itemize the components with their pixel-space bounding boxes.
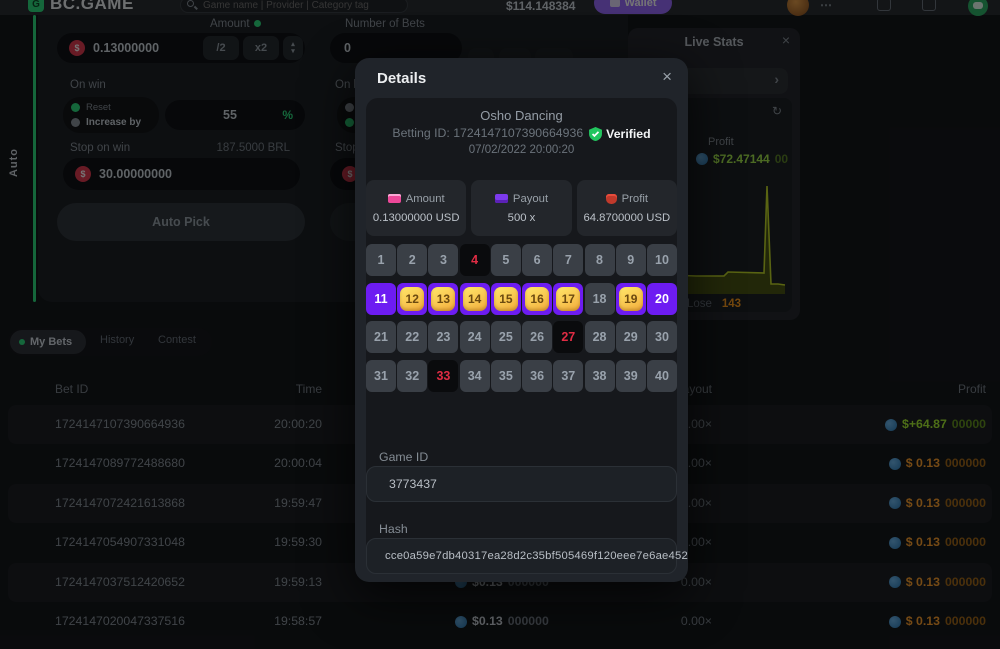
keno-tile-37: 37 <box>553 359 584 392</box>
keno-tile-6: 6 <box>522 244 553 276</box>
keno-tile-35: 35 <box>490 359 521 392</box>
verified-badge: Verified <box>589 126 651 141</box>
hash-label: Hash <box>379 522 408 536</box>
card-icon <box>494 194 508 203</box>
modal-body: Osho Dancing Betting ID: 172414710739066… <box>366 98 688 574</box>
keno-tile-18: 18 <box>584 282 615 315</box>
keno-tile-30: 30 <box>646 321 677 353</box>
keno-tile-28: 28 <box>584 321 615 353</box>
keno-tile-17: 17 <box>553 282 584 315</box>
keno-tile-23: 23 <box>428 321 459 353</box>
stat-amount: Amount 0.13000000 USD <box>366 180 467 236</box>
modal-title: Details <box>377 70 427 87</box>
keno-tile-31: 31 <box>366 359 396 392</box>
keno-grid: 1 2 3 4 5 6 7 8 9 10 11 12 13 14 15 16 17 18 19 20 21 22 23 24 2… <box>366 244 677 392</box>
game-id-label: Game ID <box>379 450 429 464</box>
stat-profit: Profit 64.8700000 USD <box>576 180 677 236</box>
keno-tile-34: 34 <box>459 359 490 392</box>
keno-tile-40: 40 <box>646 359 677 392</box>
keno-tile-14: 14 <box>459 282 490 315</box>
details-modal: Details × Osho Dancing Betting ID: 17241… <box>355 58 688 582</box>
keno-tile-19: 19 <box>615 282 646 315</box>
keno-tile-1: 1 <box>366 244 396 276</box>
stat-payout: Payout 500 x <box>471 180 572 236</box>
keno-tile-7: 7 <box>553 244 584 276</box>
keno-tile-4: 4 <box>459 244 490 276</box>
hash-field[interactable]: cce0a59e7db40317ea28d2c35bf505469f120eee… <box>366 538 688 574</box>
keno-tile-21: 21 <box>366 321 396 353</box>
keno-tile-24: 24 <box>459 321 490 353</box>
keno-tile-26: 26 <box>522 321 553 353</box>
keno-tile-38: 38 <box>584 359 615 392</box>
keno-tile-9: 9 <box>615 244 646 276</box>
keno-tile-15: 15 <box>490 282 521 315</box>
bet-stats: Amount 0.13000000 USD Payout 500 x Profi… <box>366 180 677 236</box>
keno-tile-33: 33 <box>428 359 459 392</box>
keno-tile-13: 13 <box>428 282 459 315</box>
bet-datetime: 07/02/2022 20:00:20 <box>468 144 575 156</box>
cash-icon <box>387 194 401 203</box>
keno-tile-32: 32 <box>397 359 428 392</box>
modal-close-icon[interactable]: × <box>662 67 672 86</box>
keno-tile-22: 22 <box>397 321 428 353</box>
keno-tile-39: 39 <box>615 359 646 392</box>
keno-tile-11: 11 <box>366 282 396 315</box>
keno-tile-2: 2 <box>397 244 428 276</box>
keno-tile-29: 29 <box>615 321 646 353</box>
keno-tile-12: 12 <box>397 282 428 315</box>
betting-id-row: Betting ID: 1724147107390664936 Verified <box>392 126 651 141</box>
player-name: Osho Dancing <box>480 108 563 123</box>
verified-shield-icon <box>589 126 603 141</box>
keno-tile-16: 16 <box>522 282 553 315</box>
keno-tile-8: 8 <box>584 244 615 276</box>
game-id-field[interactable]: 3773437 <box>366 466 677 502</box>
keno-tile-3: 3 <box>428 244 459 276</box>
keno-tile-36: 36 <box>522 359 553 392</box>
keno-tile-20: 20 <box>646 282 677 315</box>
keno-tile-25: 25 <box>490 321 521 353</box>
keno-tile-5: 5 <box>490 244 521 276</box>
moneybag-icon <box>605 193 617 204</box>
keno-tile-10: 10 <box>646 244 677 276</box>
keno-tile-27: 27 <box>553 321 584 353</box>
